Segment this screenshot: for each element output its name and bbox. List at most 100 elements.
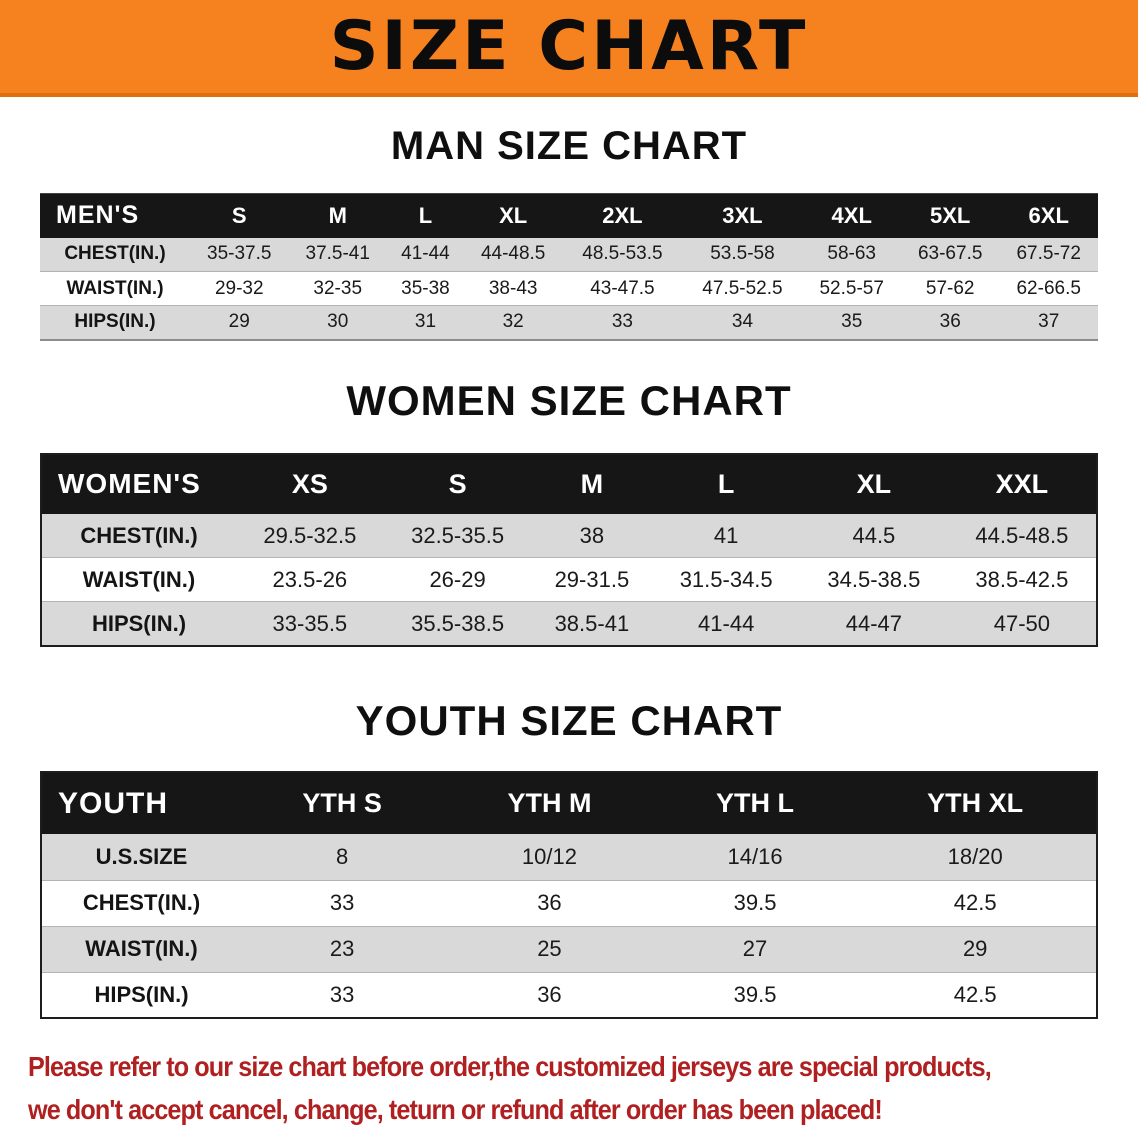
measurement-label-cell: HIPS(IN.) (94, 981, 189, 1007)
size-value-cell: 39.5 (733, 981, 777, 1007)
size-value-cell: 38 (579, 522, 605, 548)
size-value-cell: 29 (228, 311, 250, 333)
measurement-label-cell: WAIST(IN.) (82, 566, 196, 592)
size-value-cell: 62-66.5 (1016, 277, 1081, 299)
men-size-table: MEN'S S M L XL 2XL 3XL 4XL 5XL 6XL CHEST(IN.) 35-37… (40, 193, 1098, 341)
measurement-label-cell: WAIST(IN.) (66, 277, 164, 299)
size-column-header: YTH XL (927, 788, 1024, 819)
size-column-header: S (448, 468, 467, 499)
size-value-cell: 14/16 (727, 843, 783, 869)
size-value-cell: 63-67.5 (917, 243, 983, 265)
size-column-header: 4XL (831, 202, 872, 228)
size-value-cell: 34 (731, 311, 754, 333)
size-value-cell: 41 (713, 522, 739, 548)
size-value-cell: 36 (537, 981, 562, 1007)
measurement-row: U.S.SIZE 8 10/12 14/16 18/20 (41, 834, 1097, 881)
size-value-cell: 37.5-41 (305, 243, 370, 265)
size-value-cell: 34.5-38.5 (827, 566, 921, 592)
size-value-cell: 67.5-72 (1016, 243, 1081, 265)
banner: SIZE CHART (0, 0, 1138, 97)
size-column-header: YTH S (302, 788, 382, 819)
size-value-cell: 30 (327, 311, 349, 333)
size-column-header: XXL (995, 468, 1049, 499)
women-size-section: WOMEN SIZE CHART WOMEN'S XS S M L XL XXL CHEST(… (0, 377, 1138, 647)
measurement-label-cell: HIPS(IN.) (74, 311, 156, 333)
size-value-cell: 23.5-26 (272, 566, 348, 592)
size-column-header: L (717, 468, 735, 499)
measurement-row: CHEST(IN.) 33 36 39.5 42.5 (41, 880, 1097, 927)
size-value-cell: 57-62 (925, 277, 975, 299)
size-column-header: XS (291, 468, 328, 499)
size-column-header: 6XL (1028, 202, 1069, 228)
size-value-cell: 33-35.5 (272, 610, 348, 636)
size-value-cell: 29-31.5 (554, 566, 630, 592)
size-value-cell: 35-37.5 (207, 243, 272, 265)
measurement-row: HIPS(IN.) 33-35.5 35.5-38.5 38.5-41 41-44 44-… (41, 601, 1097, 646)
size-value-cell: 44-48.5 (480, 243, 546, 265)
size-value-cell: 33 (611, 311, 633, 333)
size-value-cell: 23 (329, 936, 355, 962)
size-value-cell: 42.5 (953, 890, 997, 916)
measurement-row: WAIST(IN.) 23 25 27 29 (41, 926, 1097, 973)
size-value-cell: 18/20 (947, 843, 1003, 869)
size-value-cell: 29 (962, 936, 988, 962)
measurement-row: WAIST(IN.) 29-32 32-35 35-38 38-43 43-47.5 47.… (40, 272, 1098, 306)
size-value-cell: 41-44 (698, 610, 755, 636)
size-column-header: YTH M (507, 788, 592, 819)
size-value-cell: 58-63 (827, 243, 877, 265)
size-value-cell: 35 (841, 311, 863, 333)
size-column-header: XL (856, 468, 892, 499)
youth-section-heading: YOUTH SIZE CHART (355, 696, 783, 744)
size-column-header: 3XL (722, 202, 763, 228)
size-value-cell: 44-47 (845, 610, 903, 636)
size-value-cell: 8 (335, 843, 349, 869)
disclaimer-note: Please refer to our size chart before or… (28, 1045, 1110, 1132)
size-value-cell: 48.5-53.5 (582, 243, 663, 265)
size-header-row: YOUTH YTH S YTH M YTH L YTH XL (41, 772, 1097, 835)
youth-size-table: YOUTH YTH S YTH M YTH L YTH XL U.S.SIZE 8 10/12… (40, 771, 1098, 1020)
size-header-row: WOMEN'S XS S M L XL XXL (41, 453, 1097, 514)
size-header-row: MEN'S S M L XL 2XL 3XL 4XL 5XL 6XL (40, 193, 1098, 238)
size-value-cell: 36 (939, 311, 961, 333)
women-size-table: WOMEN'S XS S M L XL XXL CHEST(IN.) 29.5-32.5 32.5… (40, 452, 1098, 647)
size-value-cell: 47.5-52.5 (702, 277, 783, 299)
measurement-label-cell: CHEST(IN.) (64, 243, 166, 265)
size-column-header: L (418, 202, 433, 228)
size-value-cell: 26-29 (429, 566, 486, 592)
women-section-heading: WOMEN SIZE CHART (346, 376, 792, 424)
measurement-row: CHEST(IN.) 29.5-32.5 32.5-35.5 38 41 44.5 44.5… (41, 513, 1097, 558)
size-value-cell: 53.5-58 (710, 243, 775, 265)
measurement-row: WAIST(IN.) 23.5-26 26-29 29-31.5 31.5-34.5 34… (41, 558, 1097, 602)
measurement-label-cell: CHEST(IN.) (80, 522, 198, 548)
measurement-row: HIPS(IN.) 33 36 39.5 42.5 (41, 972, 1097, 1019)
size-value-cell: 33 (329, 981, 355, 1007)
size-value-cell: 43-47.5 (590, 277, 655, 299)
table-title-cell: WOMEN'S (58, 468, 201, 500)
disclaimer-line-1: Please refer to our size chart before or… (28, 1051, 992, 1083)
men-section-heading: MAN SIZE CHART (390, 124, 748, 168)
size-value-cell: 38.5-42.5 (975, 566, 1069, 592)
size-value-cell: 25 (537, 936, 562, 962)
size-value-cell: 39.5 (733, 890, 777, 916)
size-column-header: XL (499, 202, 528, 228)
measurement-label-cell: U.S.SIZE (95, 843, 188, 869)
size-value-cell: 31.5-34.5 (679, 566, 773, 592)
measurement-label-cell: WAIST(IN.) (85, 936, 198, 962)
disclaimer-line-2: we don't accept cancel, change, teturn o… (28, 1094, 883, 1126)
size-value-cell: 32-35 (313, 277, 363, 299)
size-value-cell: 35-38 (401, 277, 450, 299)
size-column-header: M (328, 202, 347, 228)
page-title: SIZE CHART (329, 7, 809, 86)
size-value-cell: 47-50 (993, 610, 1051, 636)
size-column-header: S (231, 202, 247, 228)
table-title-cell: MEN'S (56, 201, 140, 230)
size-value-cell: 42.5 (953, 981, 997, 1007)
size-value-cell: 44.5 (852, 522, 896, 548)
size-value-cell: 52.5-57 (819, 277, 884, 299)
table-title-cell: YOUTH (58, 786, 168, 820)
measurement-row: HIPS(IN.) 29 30 31 32 33 34 35 36 37 (40, 305, 1098, 340)
size-value-cell: 33 (329, 890, 355, 916)
size-column-header: M (580, 468, 604, 499)
size-value-cell: 32 (502, 311, 524, 333)
size-column-header: 5XL (930, 202, 971, 228)
